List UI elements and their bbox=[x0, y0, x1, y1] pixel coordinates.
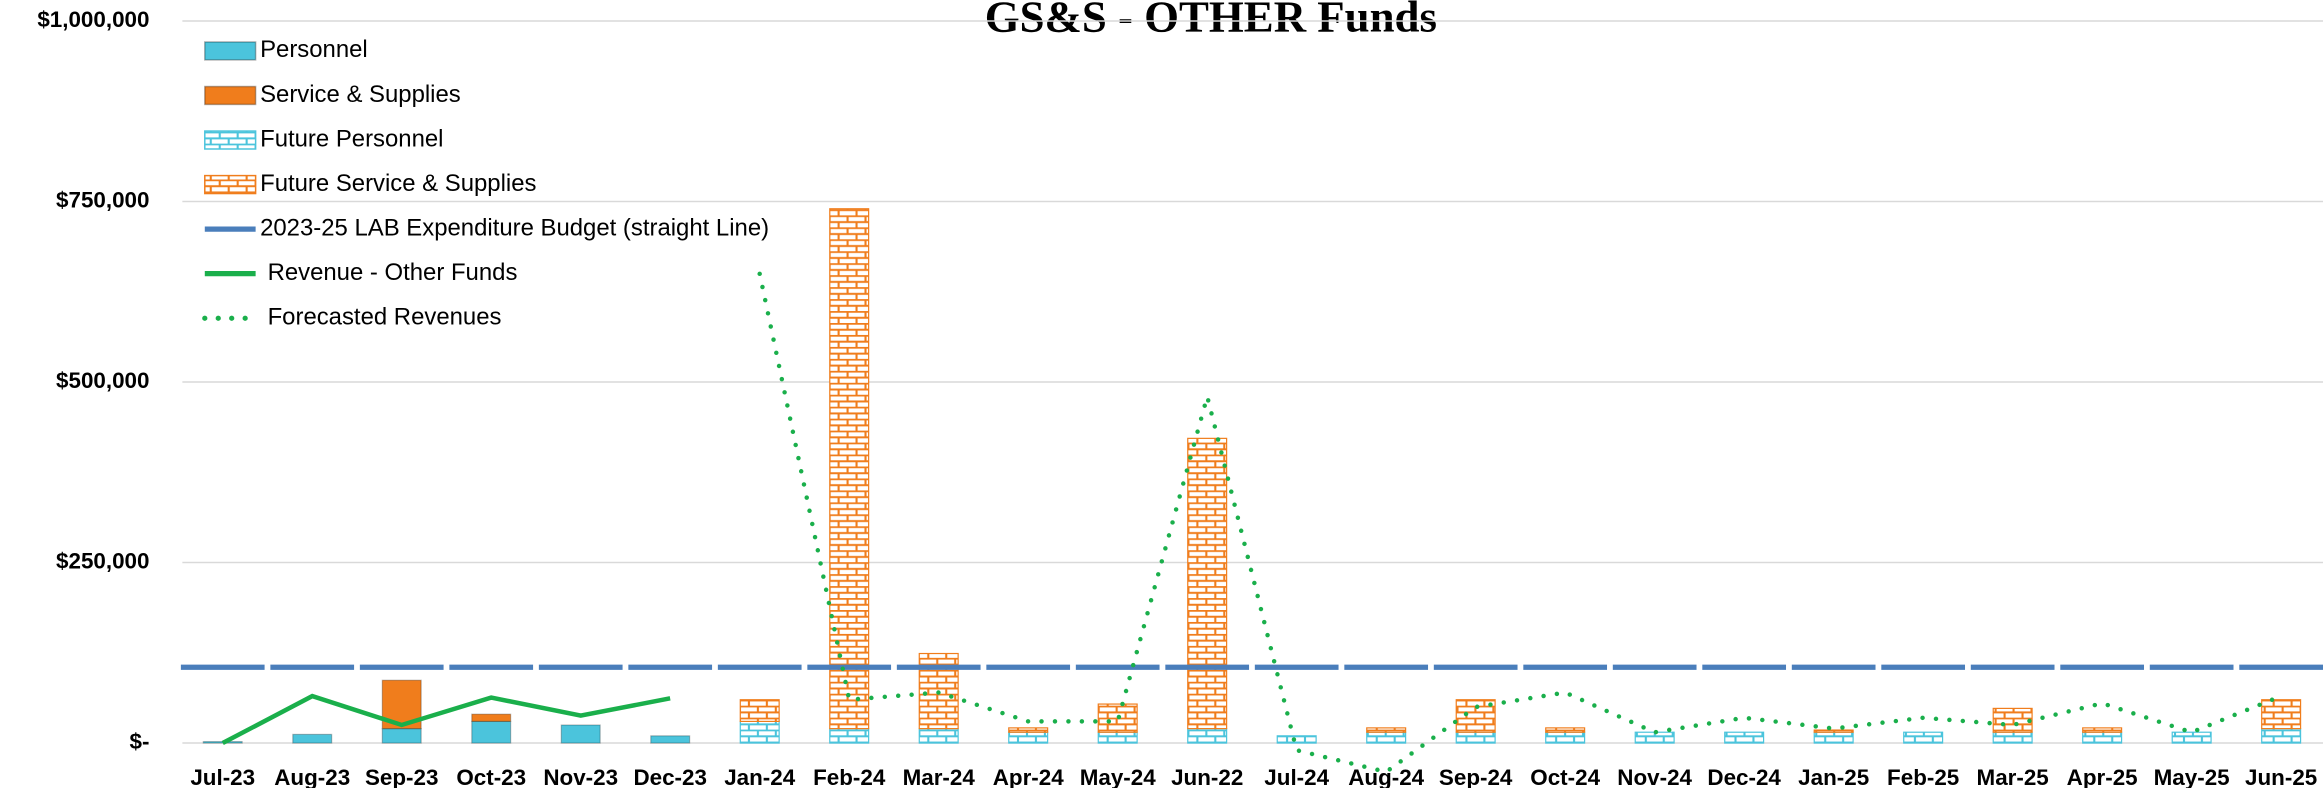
bar-segment bbox=[1276, 735, 1317, 744]
x-tick-label: Oct-23 bbox=[456, 765, 526, 788]
x-tick-label: May-24 bbox=[1080, 765, 1157, 788]
legend-label: Personnel bbox=[260, 36, 368, 63]
bar-segment bbox=[1545, 727, 1586, 733]
bar-segment bbox=[2082, 727, 2123, 733]
x-tick-label: Mar-25 bbox=[1977, 765, 2049, 788]
bar-segment bbox=[739, 720, 780, 744]
bar-segment bbox=[2261, 728, 2302, 744]
bar-segment bbox=[1903, 731, 1944, 744]
bar-segment bbox=[1366, 731, 1407, 744]
legend-label: Revenue - Other Funds bbox=[268, 259, 518, 286]
bar-segment bbox=[739, 699, 780, 722]
bar-segment bbox=[650, 735, 691, 744]
bar-segment bbox=[1008, 727, 1049, 733]
bar-segment bbox=[1545, 731, 1586, 744]
revenue-line bbox=[757, 271, 2284, 775]
x-tick-label: Jun-22 bbox=[1171, 765, 1243, 788]
bar-segment bbox=[292, 733, 333, 744]
bar-segment bbox=[2261, 699, 2302, 730]
bar-segment bbox=[1097, 731, 1138, 744]
bar-segment bbox=[829, 728, 870, 744]
x-tick-label: Jun-25 bbox=[2245, 765, 2317, 788]
x-tick-label: Dec-24 bbox=[1707, 765, 1781, 788]
x-tick-label: Sep-23 bbox=[365, 765, 438, 788]
x-tick-label: Nov-24 bbox=[1617, 765, 1692, 788]
legend-label: Future Personnel bbox=[260, 125, 443, 152]
y-tick-label: $500,000 bbox=[56, 368, 149, 393]
x-tick-label: Jan-25 bbox=[1798, 765, 1869, 788]
x-tick-label: Aug-24 bbox=[1348, 765, 1424, 788]
legend-label: 2023-25 LAB Expenditure Budget (straight… bbox=[260, 214, 769, 241]
bar-segment bbox=[1187, 728, 1228, 744]
y-tick-label: $1,000,000 bbox=[37, 7, 149, 32]
bar-segment bbox=[471, 720, 512, 744]
x-tick-label: Feb-25 bbox=[1887, 765, 1959, 788]
x-tick-label: Feb-24 bbox=[813, 765, 886, 788]
x-tick-label: Mar-24 bbox=[903, 765, 976, 788]
y-tick-label: $250,000 bbox=[56, 548, 149, 573]
bar-segment bbox=[2171, 731, 2212, 744]
bar-segment bbox=[381, 728, 422, 744]
bar-segment bbox=[560, 724, 601, 744]
legend-swatch bbox=[204, 41, 257, 61]
x-tick-label: May-25 bbox=[2154, 765, 2230, 788]
legend-swatch bbox=[204, 130, 257, 150]
bar-segment bbox=[1724, 731, 1765, 744]
x-tick-label: Oct-24 bbox=[1530, 765, 1600, 788]
bar-segment bbox=[1366, 727, 1407, 733]
x-tick-label: Apr-24 bbox=[993, 765, 1065, 788]
legend-label: Future Service & Supplies bbox=[260, 170, 536, 197]
x-tick-label: Apr-25 bbox=[2067, 765, 2138, 788]
bar-segment bbox=[1813, 731, 1854, 744]
legend-swatch bbox=[204, 85, 257, 106]
bar-segment bbox=[1813, 729, 1854, 733]
x-tick-label: Jul-24 bbox=[1264, 765, 1329, 788]
x-tick-label: Sep-24 bbox=[1439, 765, 1513, 788]
bar-segment bbox=[1008, 731, 1049, 744]
y-tick-label: $750,000 bbox=[56, 187, 149, 212]
bar-segment bbox=[1992, 707, 2033, 733]
y-tick-label: $- bbox=[130, 729, 150, 754]
legend-label: Forecasted Revenues bbox=[268, 304, 502, 331]
legend-swatch bbox=[204, 174, 257, 195]
x-tick-label: Dec-23 bbox=[633, 765, 707, 788]
bar-segment bbox=[1187, 437, 1228, 730]
bar-segment bbox=[1455, 731, 1496, 744]
x-tick-label: Jul-23 bbox=[190, 765, 255, 788]
x-tick-label: Nov-23 bbox=[543, 765, 618, 788]
x-tick-label: Jan-24 bbox=[724, 765, 796, 788]
bar-segment bbox=[2082, 731, 2123, 744]
bar-segment bbox=[918, 728, 959, 744]
bar-segment bbox=[1992, 731, 2033, 744]
bar-segment bbox=[471, 713, 512, 722]
bar-segment bbox=[829, 208, 870, 730]
revenue-line bbox=[221, 693, 671, 746]
legend-label: Service & Supplies bbox=[260, 81, 461, 108]
x-tick-label: Aug-23 bbox=[274, 765, 350, 788]
